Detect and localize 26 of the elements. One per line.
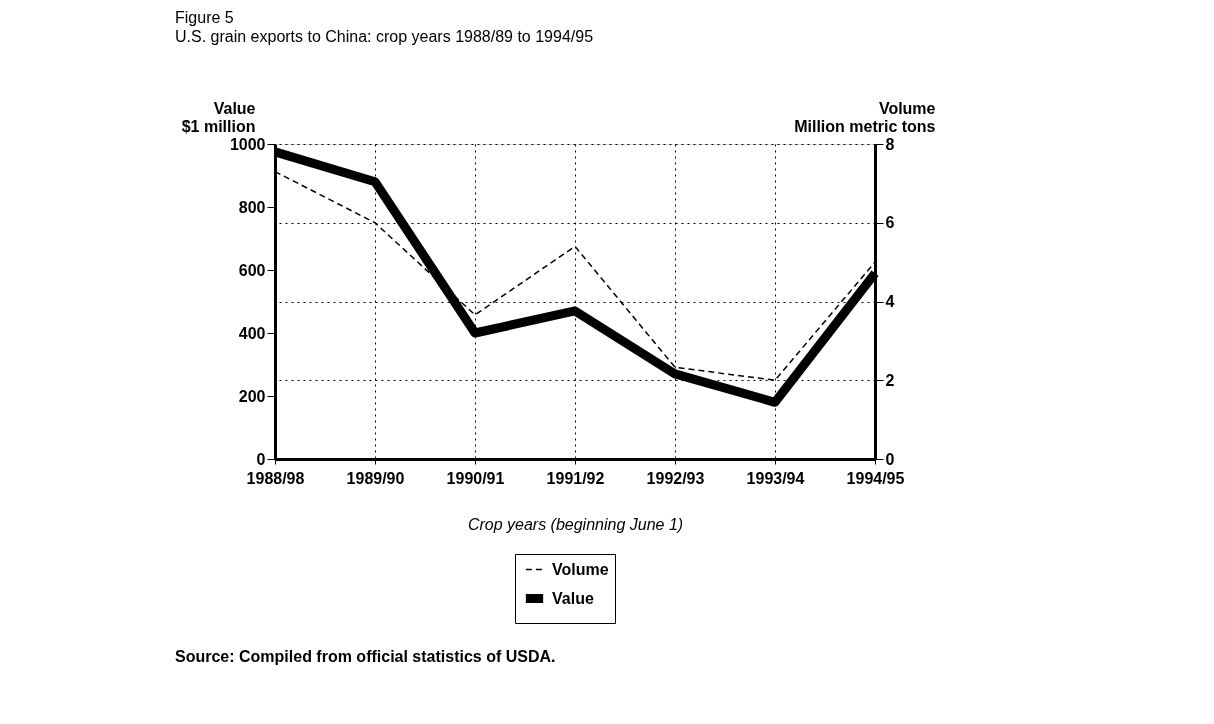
y-tick-label: 600 [238, 261, 266, 279]
chart-title: Figure 5 [175, 9, 234, 26]
y2-tick-label: 0 [885, 450, 895, 468]
y2-tick-label: 8 [885, 135, 895, 153]
x-tick-label: 1990/91 [446, 469, 505, 487]
x-tick-label: 1989/90 [346, 469, 405, 487]
legend-label: Volume [552, 560, 609, 578]
x-tick-label: 1988/98 [246, 469, 305, 487]
y-tick-label: 1000 [229, 135, 266, 153]
y2-axis-title: Volume Million metric tons [794, 99, 936, 135]
x-tick-label: 1991/92 [546, 469, 605, 487]
y-tick-label: 200 [238, 387, 266, 405]
y2-tick-label: 2 [885, 371, 895, 389]
x-tick-label: 1993/94 [746, 469, 805, 487]
x-axis-title: Crop years (beginning June 1) [467, 515, 684, 533]
legend-label: Value [552, 589, 594, 607]
source-note: Source: Compiled from official statistics of USDA. [175, 648, 556, 665]
y-tick-label: 400 [238, 324, 266, 342]
x-tick-label: 1994/95 [846, 469, 905, 487]
y-tick-label: 800 [238, 198, 266, 216]
y2-tick-label: 4 [885, 293, 895, 310]
y-axis-title: Value $1 million [181, 99, 256, 135]
x-tick-label: 1992/93 [646, 469, 705, 487]
y2-tick-label: 6 [885, 214, 895, 232]
y-tick-label: 0 [256, 450, 266, 468]
chart-subtitle: U.S. grain exports to China: crop years 1988/89 to 1994/95 [175, 28, 594, 45]
